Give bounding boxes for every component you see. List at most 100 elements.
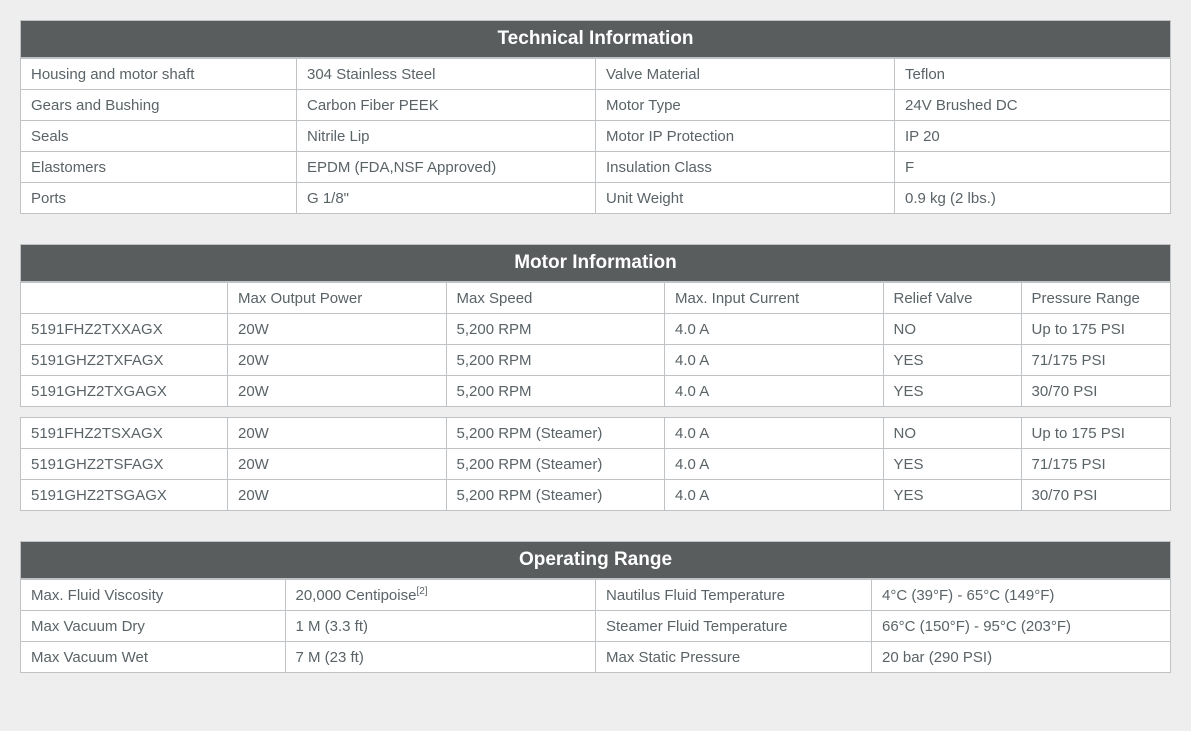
table-header-cell: Max Output Power [228,283,447,314]
table-cell: Motor Type [596,90,895,121]
table-cell: Seals [21,121,297,152]
table-cell: 4.0 A [665,480,884,511]
table-cell: 30/70 PSI [1021,376,1171,407]
table-cell: F [895,152,1171,183]
table-cell: Up to 175 PSI [1021,418,1171,449]
table-cell: 5191FHZ2TSXAGX [21,418,228,449]
operating-section: Operating Range Max. Fluid Viscosity20,0… [20,541,1171,673]
table-row: Max Vacuum Dry1 M (3.3 ft)Steamer Fluid … [21,611,1171,642]
table-row: 5191FHZ2TSXAGX20W5,200 RPM (Steamer)4.0 … [21,418,1171,449]
table-row: 5191FHZ2TXXAGX20W5,200 RPM4.0 ANOUp to 1… [21,314,1171,345]
table-cell: NO [883,314,1021,345]
table-cell: 5191GHZ2TSGAGX [21,480,228,511]
table-cell: 5191FHZ2TXXAGX [21,314,228,345]
table-cell: 5,200 RPM [446,376,665,407]
table-cell: Motor IP Protection [596,121,895,152]
table-cell: 20W [228,480,447,511]
table-cell: 20W [228,418,447,449]
table-cell: EPDM (FDA,NSF Approved) [297,152,596,183]
table-cell: 5,200 RPM [446,345,665,376]
table-cell: YES [883,480,1021,511]
table-row: Max. Fluid Viscosity20,000 Centipoise[2]… [21,580,1171,611]
table-cell: IP 20 [895,121,1171,152]
table-cell: 20W [228,449,447,480]
table-cell: Max Vacuum Dry [21,611,286,642]
table-cell: 5,200 RPM (Steamer) [446,480,665,511]
motor-header: Motor Information [20,244,1171,282]
table-row: 5191GHZ2TXFAGX20W5,200 RPM4.0 AYES71/175… [21,345,1171,376]
table-cell: YES [883,345,1021,376]
table-cell: 5,200 RPM [446,314,665,345]
table-cell: 71/175 PSI [1021,345,1171,376]
table-cell: 4.0 A [665,314,884,345]
table-row: Gears and BushingCarbon Fiber PEEKMotor … [21,90,1171,121]
table-cell: Max Static Pressure [596,642,872,673]
table-cell: Gears and Bushing [21,90,297,121]
table-cell: 4.0 A [665,345,884,376]
table-header-cell [21,283,228,314]
table-cell: Unit Weight [596,183,895,214]
table-cell: Carbon Fiber PEEK [297,90,596,121]
table-cell: 5191GHZ2TSFAGX [21,449,228,480]
table-row: ElastomersEPDM (FDA,NSF Approved)Insulat… [21,152,1171,183]
table-cell: 5,200 RPM (Steamer) [446,449,665,480]
table-cell: Insulation Class [596,152,895,183]
technical-table: Housing and motor shaft304 Stainless Ste… [20,58,1171,214]
table-row: PortsG 1/8"Unit Weight0.9 kg (2 lbs.) [21,183,1171,214]
table-header-cell: Max. Input Current [665,283,884,314]
table-row: 5191GHZ2TSFAGX20W5,200 RPM (Steamer)4.0 … [21,449,1171,480]
table-row: Max Vacuum Wet7 M (23 ft)Max Static Pres… [21,642,1171,673]
table-header-cell: Max Speed [446,283,665,314]
table-cell: 20W [228,314,447,345]
table-cell: 1 M (3.3 ft) [285,611,596,642]
motor-table-1: Max Output PowerMax SpeedMax. Input Curr… [20,282,1171,407]
table-cell: YES [883,376,1021,407]
table-cell: 71/175 PSI [1021,449,1171,480]
table-cell: 24V Brushed DC [895,90,1171,121]
motor-section: Motor Information Max Output PowerMax Sp… [20,244,1171,511]
table-cell: Nautilus Fluid Temperature [596,580,872,611]
table-row: Housing and motor shaft304 Stainless Ste… [21,59,1171,90]
table-header-cell: Pressure Range [1021,283,1171,314]
table-cell: 30/70 PSI [1021,480,1171,511]
table-cell: 4°C (39°F) - 65°C (149°F) [872,580,1171,611]
table-cell: Teflon [895,59,1171,90]
table-cell: Ports [21,183,297,214]
table-cell: 20W [228,376,447,407]
table-cell: Max. Fluid Viscosity [21,580,286,611]
table-cell: G 1/8" [297,183,596,214]
table-row: 5191GHZ2TXGAGX20W5,200 RPM4.0 AYES30/70 … [21,376,1171,407]
table-cell: 4.0 A [665,376,884,407]
table-cell: 20W [228,345,447,376]
technical-header: Technical Information [20,20,1171,58]
table-cell: 0.9 kg (2 lbs.) [895,183,1171,214]
table-cell: Up to 175 PSI [1021,314,1171,345]
table-cell: 66°C (150°F) - 95°C (203°F) [872,611,1171,642]
table-cell: 20,000 Centipoise[2] [285,580,596,611]
table-row: 5191GHZ2TSGAGX20W5,200 RPM (Steamer)4.0 … [21,480,1171,511]
table-cell: Max Vacuum Wet [21,642,286,673]
table-header-cell: Relief Valve [883,283,1021,314]
table-cell: NO [883,418,1021,449]
table-cell: Nitrile Lip [297,121,596,152]
footnote-marker: [2] [416,586,427,597]
table-cell: 20 bar (290 PSI) [872,642,1171,673]
table-cell: 5191GHZ2TXFAGX [21,345,228,376]
motor-table-2: 5191FHZ2TSXAGX20W5,200 RPM (Steamer)4.0 … [20,417,1171,511]
table-cell: 7 M (23 ft) [285,642,596,673]
table-cell: YES [883,449,1021,480]
technical-section: Technical Information Housing and motor … [20,20,1171,214]
operating-header: Operating Range [20,541,1171,579]
operating-table: Max. Fluid Viscosity20,000 Centipoise[2]… [20,579,1171,673]
table-cell: Steamer Fluid Temperature [596,611,872,642]
table-header-row: Max Output PowerMax SpeedMax. Input Curr… [21,283,1171,314]
table-cell: 4.0 A [665,449,884,480]
table-cell: 5,200 RPM (Steamer) [446,418,665,449]
table-cell: 4.0 A [665,418,884,449]
table-cell: Valve Material [596,59,895,90]
table-cell: 5191GHZ2TXGAGX [21,376,228,407]
table-row: SealsNitrile LipMotor IP ProtectionIP 20 [21,121,1171,152]
table-cell: 304 Stainless Steel [297,59,596,90]
table-cell: Elastomers [21,152,297,183]
table-cell: Housing and motor shaft [21,59,297,90]
